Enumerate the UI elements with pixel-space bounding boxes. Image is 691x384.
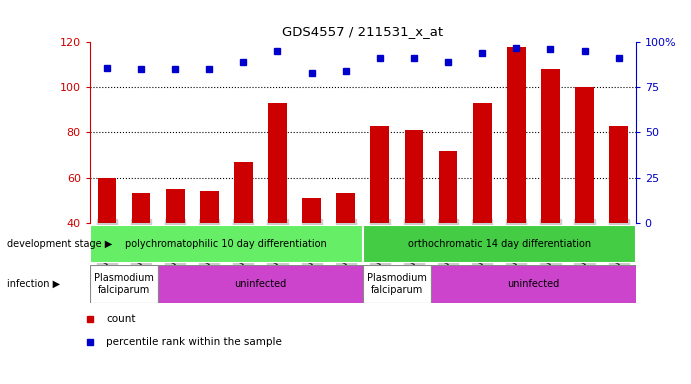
Bar xyxy=(507,47,526,223)
Bar xyxy=(234,162,253,223)
Bar xyxy=(363,265,431,303)
Bar xyxy=(268,103,287,223)
Text: uninfected: uninfected xyxy=(507,279,560,289)
Text: infection ▶: infection ▶ xyxy=(7,279,60,289)
Text: orthochromatic 14 day differentiation: orthochromatic 14 day differentiation xyxy=(408,239,591,249)
Bar xyxy=(404,130,424,223)
Text: percentile rank within the sample: percentile rank within the sample xyxy=(106,337,282,347)
Bar xyxy=(431,265,636,303)
Bar xyxy=(363,225,636,263)
Bar xyxy=(370,126,389,223)
Text: Plasmodium
falciparum: Plasmodium falciparum xyxy=(367,273,427,295)
Text: development stage ▶: development stage ▶ xyxy=(7,239,112,249)
Bar xyxy=(609,126,628,223)
Text: Plasmodium
falciparum: Plasmodium falciparum xyxy=(94,273,154,295)
Bar xyxy=(90,265,158,303)
Text: polychromatophilic 10 day differentiation: polychromatophilic 10 day differentiatio… xyxy=(126,239,327,249)
Text: uninfected: uninfected xyxy=(234,279,287,289)
Bar xyxy=(158,265,363,303)
Bar xyxy=(200,191,218,223)
Bar xyxy=(302,198,321,223)
Bar xyxy=(473,103,491,223)
Bar xyxy=(575,88,594,223)
Bar xyxy=(337,194,355,223)
Text: count: count xyxy=(106,314,135,324)
Bar xyxy=(97,177,116,223)
Bar xyxy=(439,151,457,223)
Bar xyxy=(166,189,184,223)
Title: GDS4557 / 211531_x_at: GDS4557 / 211531_x_at xyxy=(282,25,444,38)
Bar xyxy=(90,225,363,263)
Bar xyxy=(131,194,151,223)
Bar xyxy=(541,70,560,223)
